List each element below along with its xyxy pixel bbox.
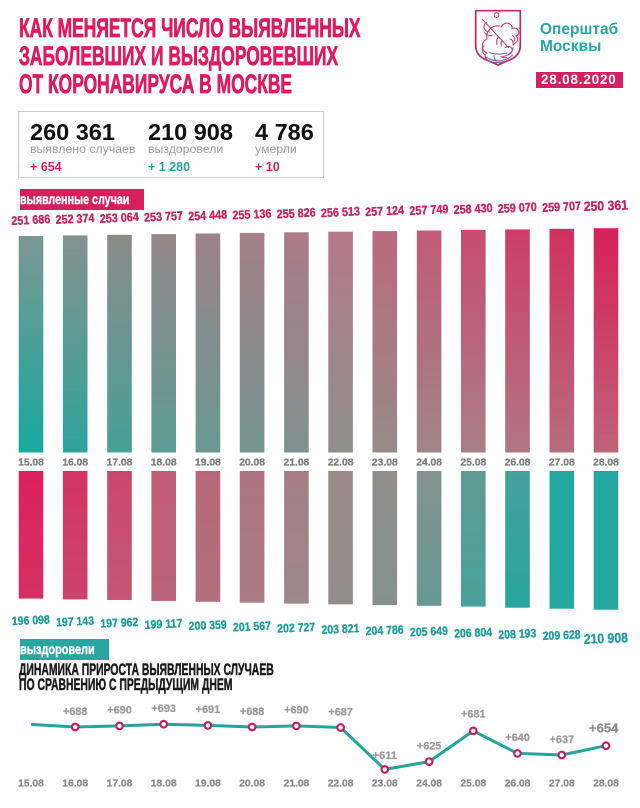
svg-text:16.08: 16.08 [62,779,88,790]
svg-text:250 361: 250 361 [584,197,629,214]
svg-text:23.08: 23.08 [372,457,398,468]
svg-text:205 649: 205 649 [410,624,449,640]
svg-text:252 374: 252 374 [55,211,95,227]
svg-text:25.08: 25.08 [460,779,486,790]
svg-text:28.08: 28.08 [593,457,619,468]
svg-text:209 628: 209 628 [542,627,581,643]
svg-text:259 707: 259 707 [542,199,582,215]
svg-text:20.08: 20.08 [239,779,265,790]
svg-text:257 749: 257 749 [409,202,449,218]
svg-text:27.08: 27.08 [549,457,575,468]
svg-text:+681: +681 [461,709,486,721]
svg-text:203 821: 203 821 [321,621,360,637]
svg-text:256 513: 256 513 [321,204,361,220]
svg-text:24.08: 24.08 [416,457,442,468]
svg-text:+693: +693 [151,703,176,715]
svg-text:19.08: 19.08 [195,457,221,468]
svg-text:+640: +640 [505,732,530,744]
svg-text:+690: +690 [107,705,132,717]
svg-text:202 727: 202 727 [277,620,316,636]
svg-text:25.08: 25.08 [460,457,486,468]
svg-text:19.08: 19.08 [195,779,221,790]
svg-text:200 359: 200 359 [188,617,227,633]
svg-text:+688: +688 [240,706,265,718]
svg-text:15.08: 15.08 [18,779,44,790]
svg-text:199 117: 199 117 [144,616,183,632]
svg-text:20.08: 20.08 [239,457,265,468]
svg-text:26.08: 26.08 [505,779,531,790]
svg-text:257 124: 257 124 [365,203,405,219]
svg-text:22.08: 22.08 [328,457,354,468]
svg-text:15.08: 15.08 [18,457,44,468]
svg-text:204 786: 204 786 [365,622,404,638]
svg-text:+637: +637 [550,734,575,746]
svg-text:253 064: 253 064 [99,210,139,226]
svg-text:23.08: 23.08 [372,779,398,790]
svg-text:210 908: 210 908 [584,630,629,647]
svg-text:253 757: 253 757 [144,209,184,225]
svg-text:18.08: 18.08 [151,779,177,790]
svg-text:28.08: 28.08 [593,779,619,790]
svg-text:24.08: 24.08 [416,779,442,790]
svg-text:22.08: 22.08 [328,779,354,790]
svg-text:17.08: 17.08 [107,457,133,468]
svg-text:197 962: 197 962 [100,615,139,631]
svg-text:+625: +625 [417,740,442,752]
svg-text:+687: +687 [328,706,353,718]
svg-text:197 143: 197 143 [56,614,95,630]
svg-text:255 136: 255 136 [232,206,272,222]
svg-text:21.08: 21.08 [284,779,310,790]
svg-text:27.08: 27.08 [549,779,575,790]
svg-text:+690: +690 [284,705,309,717]
svg-text:255 826: 255 826 [276,205,316,221]
svg-text:+688: +688 [63,706,88,718]
svg-text:206 804: 206 804 [454,625,493,641]
svg-text:16.08: 16.08 [62,457,88,468]
svg-text:+611: +611 [373,750,398,762]
svg-text:258 430: 258 430 [453,201,493,217]
svg-text:201 567: 201 567 [233,619,272,635]
svg-text:18.08: 18.08 [151,457,177,468]
svg-text:21.08: 21.08 [284,457,310,468]
svg-text:259 070: 259 070 [497,200,537,216]
svg-text:26.08: 26.08 [505,457,531,468]
svg-text:+654: +654 [589,721,619,736]
svg-text:254 448: 254 448 [188,207,228,223]
svg-text:196 098: 196 098 [12,612,51,628]
svg-text:+691: +691 [196,704,221,716]
svg-text:208 193: 208 193 [498,626,537,642]
svg-text:17.08: 17.08 [107,779,133,790]
svg-text:251 686: 251 686 [11,212,51,228]
